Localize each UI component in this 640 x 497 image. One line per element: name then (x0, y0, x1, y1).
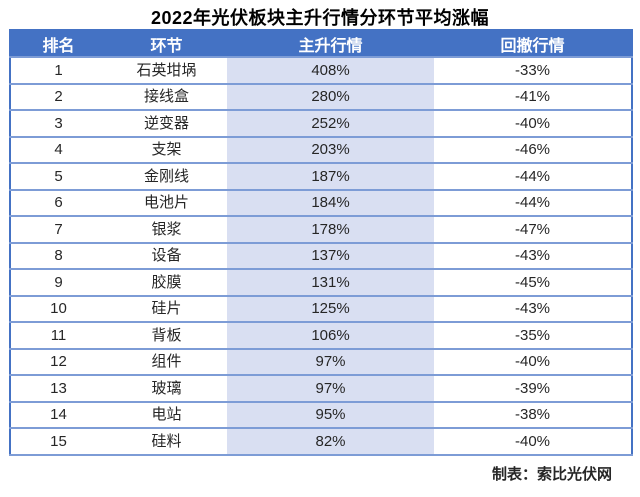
cell-pullback: -43% (434, 242, 632, 270)
cell-segment: 设备 (106, 242, 227, 270)
cell-rally: 131% (227, 269, 434, 297)
cell-segment: 逆变器 (106, 110, 227, 138)
cell-pullback: -40% (434, 428, 632, 456)
cell-rank: 12 (10, 348, 106, 376)
cell-rank: 5 (10, 163, 106, 191)
cell-rank: 15 (10, 428, 106, 456)
cell-pullback: -33% (434, 57, 632, 85)
table-row: 12 组件 97% -40% (10, 348, 632, 376)
table-row: 11 背板 106% -35% (10, 322, 632, 350)
column-header-rank: 排名 (10, 30, 106, 58)
cell-rank: 7 (10, 216, 106, 244)
cell-pullback: -35% (434, 322, 632, 350)
cell-segment: 玻璃 (106, 375, 227, 403)
cell-rally: 106% (227, 322, 434, 350)
data-table: 排名 环节 主升行情 回撤行情 1 石英坩埚 408% -33% 2 接线盒 280% -41… (9, 29, 633, 456)
column-header-pullback: 回撤行情 (434, 30, 632, 58)
column-header-rally: 主升行情 (227, 30, 434, 58)
cell-pullback: -40% (434, 348, 632, 376)
table-row: 7 银浆 178% -47% (10, 216, 632, 244)
cell-pullback: -38% (434, 401, 632, 429)
header-row: 排名 环节 主升行情 回撤行情 (10, 30, 632, 58)
cell-rank: 4 (10, 136, 106, 164)
cell-rally: 280% (227, 83, 434, 111)
cell-rank: 13 (10, 375, 106, 403)
cell-segment: 电站 (106, 401, 227, 429)
cell-rally: 97% (227, 348, 434, 376)
column-header-segment: 环节 (106, 30, 227, 58)
cell-rally: 82% (227, 428, 434, 456)
cell-segment: 硅片 (106, 295, 227, 323)
cell-rally: 178% (227, 216, 434, 244)
cell-rally: 203% (227, 136, 434, 164)
cell-pullback: -41% (434, 83, 632, 111)
cell-pullback: -44% (434, 189, 632, 217)
cell-rally: 125% (227, 295, 434, 323)
cell-rank: 1 (10, 57, 106, 85)
cell-rank: 11 (10, 322, 106, 350)
table-row: 1 石英坩埚 408% -33% (10, 57, 632, 85)
cell-rank: 8 (10, 242, 106, 270)
table-row: 6 电池片 184% -44% (10, 189, 632, 217)
table-row: 15 硅料 82% -40% (10, 428, 632, 456)
cell-rank: 3 (10, 110, 106, 138)
table-row: 13 玻璃 97% -39% (10, 375, 632, 403)
cell-segment: 石英坩埚 (106, 57, 227, 85)
cell-pullback: -40% (434, 110, 632, 138)
cell-segment: 接线盒 (106, 83, 227, 111)
cell-segment: 胶膜 (106, 269, 227, 297)
cell-rank: 14 (10, 401, 106, 429)
table-row: 5 金刚线 187% -44% (10, 163, 632, 191)
cell-pullback: -39% (434, 375, 632, 403)
cell-rally: 187% (227, 163, 434, 191)
cell-rank: 2 (10, 83, 106, 111)
cell-pullback: -45% (434, 269, 632, 297)
table-row: 10 硅片 125% -43% (10, 295, 632, 323)
cell-pullback: -43% (434, 295, 632, 323)
cell-rally: 97% (227, 375, 434, 403)
page-title: 2022年光伏板块主升行情分环节平均涨幅 (150, 8, 490, 28)
cell-segment: 金刚线 (106, 163, 227, 191)
table-row: 2 接线盒 280% -41% (10, 83, 632, 111)
table-row: 8 设备 137% -43% (10, 242, 632, 270)
cell-rank: 10 (10, 295, 106, 323)
credit-text: 制表：索比光伏网 (491, 465, 612, 483)
cell-pullback: -44% (434, 163, 632, 191)
cell-segment: 银浆 (106, 216, 227, 244)
table-row: 9 胶膜 131% -45% (10, 269, 632, 297)
cell-rally: 408% (227, 57, 434, 85)
cell-segment: 组件 (106, 348, 227, 376)
table-row: 3 逆变器 252% -40% (10, 110, 632, 138)
cell-rally: 184% (227, 189, 434, 217)
cell-pullback: -46% (434, 136, 632, 164)
cell-rally: 95% (227, 401, 434, 429)
cell-pullback: -47% (434, 216, 632, 244)
cell-segment: 电池片 (106, 189, 227, 217)
table-row: 4 支架 203% -46% (10, 136, 632, 164)
cell-rally: 137% (227, 242, 434, 270)
cell-segment: 硅料 (106, 428, 227, 456)
cell-segment: 背板 (106, 322, 227, 350)
cell-rank: 9 (10, 269, 106, 297)
cell-segment: 支架 (106, 136, 227, 164)
table-row: 14 电站 95% -38% (10, 401, 632, 429)
cell-rally: 252% (227, 110, 434, 138)
cell-rank: 6 (10, 189, 106, 217)
